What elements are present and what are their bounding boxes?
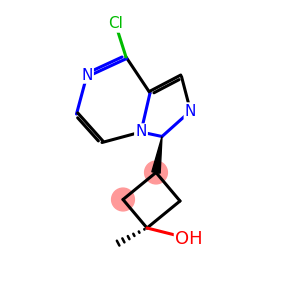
Text: OH: OH xyxy=(175,230,203,247)
Text: N: N xyxy=(135,124,147,140)
Text: Cl: Cl xyxy=(108,16,123,32)
Polygon shape xyxy=(152,136,162,173)
Text: N: N xyxy=(185,103,196,118)
Circle shape xyxy=(145,161,167,184)
Text: N: N xyxy=(81,68,93,82)
Circle shape xyxy=(112,188,134,211)
